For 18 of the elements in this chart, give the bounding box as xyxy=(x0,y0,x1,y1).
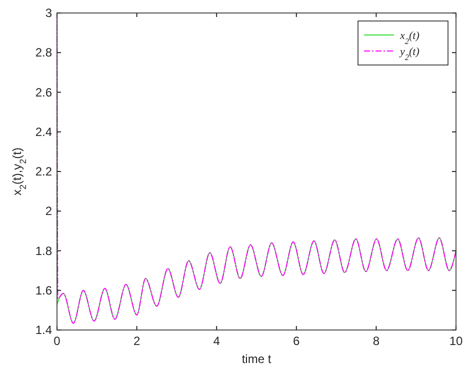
x-tick-label: 4 xyxy=(213,334,220,348)
x-tick-label: 10 xyxy=(449,334,463,348)
y-tick-label: 1.4 xyxy=(35,323,52,337)
x-tick-label: 6 xyxy=(293,334,300,348)
y-tick-label: 1.8 xyxy=(35,244,52,258)
x-tick-label: 2 xyxy=(133,334,140,348)
x-tick-label: 0 xyxy=(54,334,61,348)
y-tick-label: 2.8 xyxy=(35,46,52,60)
y-tick-label: 1.6 xyxy=(35,283,52,298)
y-tick-label: 3 xyxy=(45,6,52,20)
legend-label: y$_{2}$(t) xyxy=(399,46,420,62)
x-axis-title: time t xyxy=(242,352,272,366)
y-tick-label: 2 xyxy=(45,204,52,218)
y-tick-label: 2.6 xyxy=(35,85,52,100)
y-tick-label: 2.4 xyxy=(35,124,52,139)
legend-label: x$_{2}$(t) xyxy=(399,30,420,46)
y-tick-label: 2.2 xyxy=(35,164,52,178)
x-tick-label: 8 xyxy=(372,334,380,348)
